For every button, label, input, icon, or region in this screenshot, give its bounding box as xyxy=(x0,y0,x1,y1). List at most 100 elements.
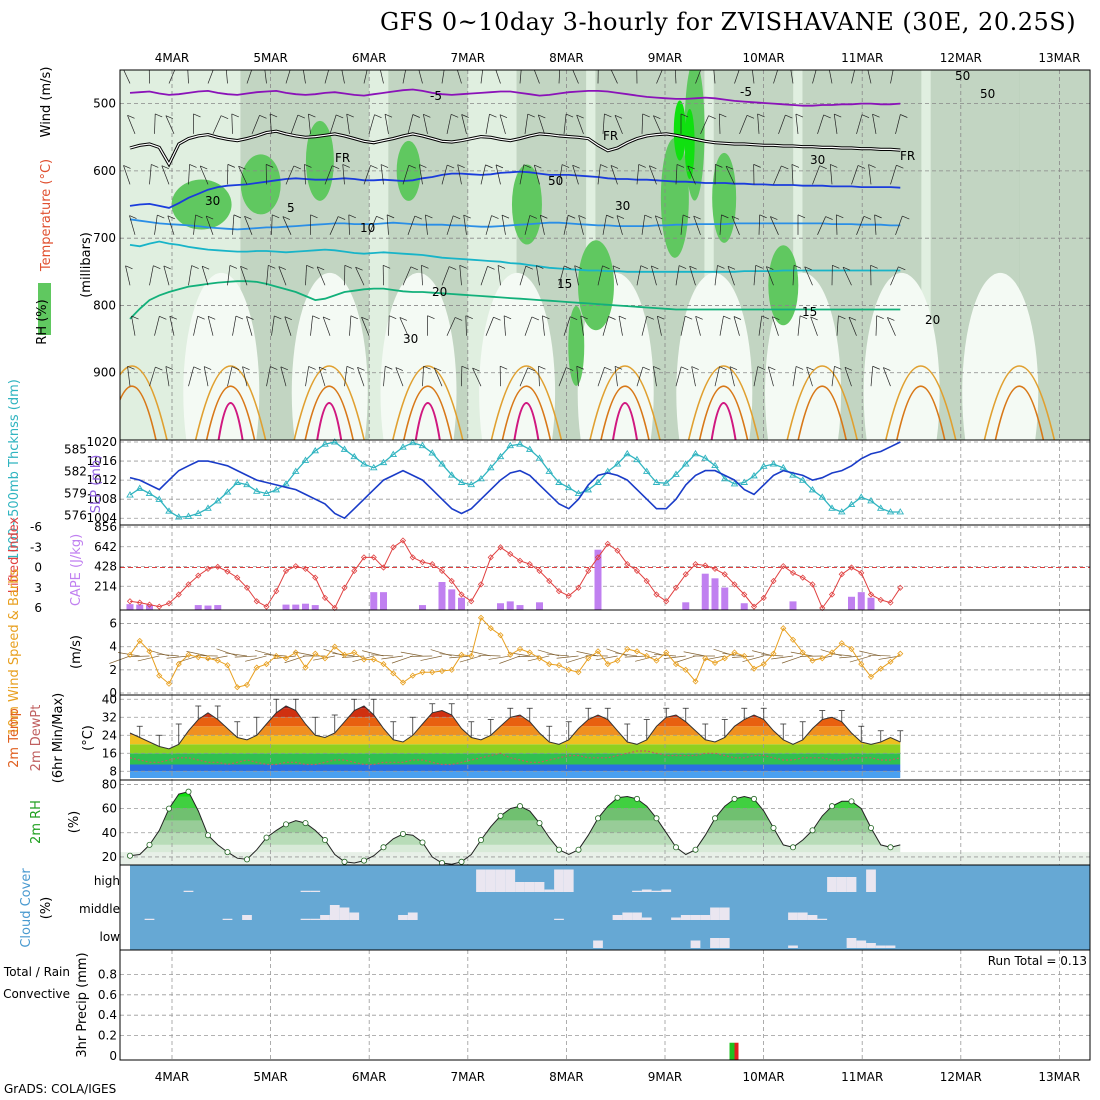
ylabel-minmax: (6hr Min/Max) xyxy=(51,693,66,783)
wind-barb xyxy=(186,651,209,657)
wind-speed-point xyxy=(390,670,397,677)
wind-speed-point xyxy=(195,654,202,661)
wind-barb-feather xyxy=(493,316,501,321)
wind-barb-feather xyxy=(848,316,857,321)
cape-bar xyxy=(867,597,875,610)
ylabel-thickness: 1000~500mb Thcknss (dm) xyxy=(7,379,22,561)
cloud-bar-high xyxy=(827,877,837,892)
wind-barb-feather xyxy=(838,315,846,320)
wind-barb xyxy=(188,265,192,286)
wind-speed-point xyxy=(341,651,348,658)
wind-barb-feather xyxy=(127,115,135,119)
wind-barb xyxy=(883,367,891,387)
wind-barb xyxy=(503,315,506,336)
wind-barb-feather xyxy=(123,165,131,169)
thickness-point xyxy=(720,474,729,482)
lifted-index-point xyxy=(165,600,173,607)
wind-barb xyxy=(425,214,428,235)
wind-barb xyxy=(203,366,209,387)
wind-barb-feather xyxy=(828,64,835,67)
wind-barb xyxy=(163,265,170,286)
day-label-top: 13MAR xyxy=(1038,51,1080,65)
wind-barb xyxy=(271,315,275,336)
cape-bar xyxy=(506,601,514,610)
thickness-line xyxy=(129,441,901,518)
wind-barb xyxy=(641,214,646,235)
ylabel-precip: 3hr Precip (mm) xyxy=(75,952,90,1057)
wind-barb-feather xyxy=(451,114,459,118)
wind-speed-point xyxy=(741,652,748,660)
wind-barb xyxy=(384,114,389,134)
wind-barb-feather xyxy=(761,315,769,320)
wind-barb-feather xyxy=(497,265,506,269)
wind-barb xyxy=(687,165,696,185)
cloud-bar-middle xyxy=(407,912,418,920)
thickness-point xyxy=(516,440,524,447)
lifted-index-point xyxy=(750,603,758,610)
lifted-index-point xyxy=(780,563,787,570)
wind-barb-feather xyxy=(819,165,827,170)
wind-barb xyxy=(614,115,623,135)
wind-barb-feather xyxy=(687,165,695,170)
ylabel-2m-rh: 2m RH xyxy=(29,800,44,844)
cape-tick-label: 214 xyxy=(94,579,117,593)
wind-barb-feather xyxy=(795,113,804,118)
wind-barb xyxy=(402,266,412,286)
wind-barb-feather xyxy=(427,315,435,320)
wind-barb xyxy=(656,316,662,336)
isotherm-35 xyxy=(612,402,638,440)
wind-barb xyxy=(129,215,136,235)
wind-barb xyxy=(833,114,838,134)
rh-moist-area xyxy=(171,179,232,230)
wind-barb-feather xyxy=(797,214,806,219)
wind-barb-feather xyxy=(572,164,580,169)
wind-barb-feather xyxy=(280,366,288,371)
wind-barb-feather xyxy=(618,315,627,320)
wind-barb xyxy=(212,115,222,135)
wind-barb-feather xyxy=(746,115,755,119)
wind-barb xyxy=(890,266,899,286)
wind-barb xyxy=(576,651,599,657)
cape-bar xyxy=(380,592,387,610)
rh-point xyxy=(204,832,211,839)
wind-barb xyxy=(700,115,709,135)
wind-barb-feather xyxy=(423,365,431,370)
wind-barb-feather xyxy=(795,366,804,370)
wind-barb-feather xyxy=(161,165,169,170)
lifted-index-point xyxy=(653,591,660,598)
wind-barb xyxy=(695,316,701,336)
wind-barb xyxy=(563,113,567,134)
wind-barb-feather xyxy=(571,65,578,68)
wind-barb-feather xyxy=(640,265,648,269)
li-tick-label: 3 xyxy=(34,581,42,595)
wind-barb xyxy=(874,214,877,235)
wind-barb xyxy=(177,655,199,663)
cloud-bar-low xyxy=(690,940,701,948)
wind-speed-point xyxy=(624,645,631,653)
lifted-index-point xyxy=(136,599,143,606)
wind-barb-feather xyxy=(691,366,699,370)
wind-barb-feather xyxy=(609,65,616,68)
wind-barb-feather xyxy=(729,366,738,371)
wind-barb xyxy=(154,214,158,235)
thickness-point xyxy=(672,470,680,477)
wind-barb-feather xyxy=(872,365,880,370)
wind-barb xyxy=(469,650,491,657)
wind-barb xyxy=(829,70,833,84)
thickness-point xyxy=(369,463,378,471)
wind-barb xyxy=(804,266,813,286)
wind-barb xyxy=(201,266,209,286)
wind-barb xyxy=(675,265,680,286)
thickness-point xyxy=(291,467,300,474)
wind-barb xyxy=(380,70,384,84)
rh-point xyxy=(360,857,367,864)
contour-label: 5 xyxy=(287,201,295,215)
wind-speed-point xyxy=(224,662,231,669)
thickness-point xyxy=(252,487,261,494)
thickness-point xyxy=(525,445,534,452)
wind-barb xyxy=(188,164,190,185)
wind-barb xyxy=(167,215,175,235)
wind-barb-feather xyxy=(408,164,416,169)
thickness-point xyxy=(574,489,583,496)
day-label-top: 10MAR xyxy=(743,51,785,65)
